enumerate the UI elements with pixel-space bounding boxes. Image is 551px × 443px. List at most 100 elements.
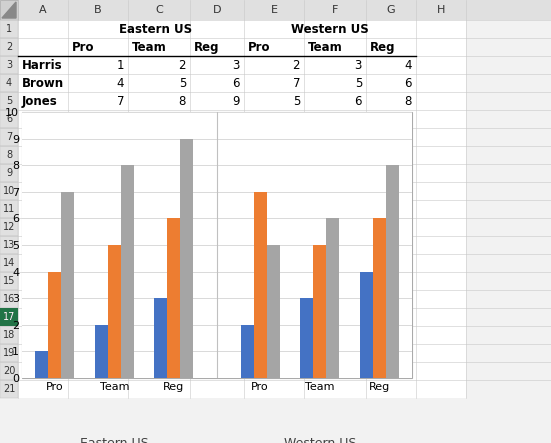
Text: 2: 2: [293, 58, 300, 71]
Text: 17: 17: [3, 312, 15, 322]
Bar: [0, 254, 18, 272]
Bar: [154, 298, 168, 378]
Text: 21: 21: [3, 384, 15, 394]
Text: H: H: [437, 5, 445, 15]
Text: Western US: Western US: [284, 436, 356, 443]
Text: B: B: [94, 5, 102, 15]
Text: 1: 1: [116, 58, 124, 71]
Text: 16: 16: [3, 294, 15, 304]
Bar: [300, 298, 313, 378]
Bar: [61, 192, 74, 378]
Text: Team: Team: [132, 40, 167, 54]
Text: 2: 2: [179, 58, 186, 71]
Text: 7: 7: [116, 94, 124, 108]
Text: 17: 17: [3, 312, 15, 322]
Bar: [0, 92, 18, 110]
Text: 10: 10: [3, 186, 15, 196]
Bar: [360, 272, 372, 378]
Text: 6: 6: [354, 94, 362, 108]
Bar: [253, 192, 267, 378]
Text: Team: Team: [308, 40, 343, 54]
Text: 6: 6: [233, 77, 240, 89]
Text: 6: 6: [6, 114, 12, 124]
Bar: [0, 74, 18, 92]
Text: 8: 8: [6, 150, 12, 160]
Text: 4: 4: [404, 58, 412, 71]
Text: Reg: Reg: [370, 40, 396, 54]
Bar: [0, 56, 18, 74]
Bar: [108, 245, 121, 378]
Bar: [0, 146, 18, 164]
Bar: [0, 20, 18, 38]
Text: 12: 12: [3, 222, 15, 232]
Bar: [0, 326, 18, 344]
Bar: [22, 112, 412, 378]
Bar: [0, 218, 18, 236]
Text: 19: 19: [3, 348, 15, 358]
Bar: [0, 200, 18, 218]
Bar: [313, 245, 326, 378]
Text: Brown: Brown: [22, 77, 64, 89]
Bar: [0, 182, 18, 200]
Bar: [0, 308, 18, 326]
Polygon shape: [2, 2, 16, 18]
Text: Eastern US: Eastern US: [80, 436, 149, 443]
Bar: [0, 308, 18, 326]
Text: 9: 9: [233, 94, 240, 108]
Text: 5: 5: [6, 96, 12, 106]
Bar: [18, 20, 466, 398]
Text: 3: 3: [233, 58, 240, 71]
Bar: [0, 0, 18, 20]
Text: E: E: [271, 5, 278, 15]
Text: 20: 20: [3, 366, 15, 376]
Text: Pro: Pro: [72, 40, 95, 54]
Bar: [35, 351, 48, 378]
Bar: [0, 128, 18, 146]
Text: 3: 3: [355, 58, 362, 71]
Bar: [0, 164, 18, 182]
Text: 18: 18: [3, 330, 15, 340]
Bar: [180, 139, 193, 378]
Text: F: F: [332, 5, 338, 15]
Text: Jones: Jones: [22, 94, 58, 108]
Text: 8: 8: [404, 94, 412, 108]
Text: Western US: Western US: [291, 23, 369, 35]
Text: 1: 1: [6, 24, 12, 34]
Text: Pro: Pro: [248, 40, 271, 54]
Text: 7: 7: [293, 77, 300, 89]
Bar: [267, 245, 280, 378]
Bar: [95, 325, 108, 378]
Text: C: C: [155, 5, 163, 15]
Bar: [0, 0, 551, 20]
Text: 8: 8: [179, 94, 186, 108]
Bar: [241, 325, 253, 378]
Text: 2: 2: [6, 42, 12, 52]
Text: 4: 4: [116, 77, 124, 89]
Text: 5: 5: [293, 94, 300, 108]
Text: 6: 6: [404, 77, 412, 89]
Bar: [168, 218, 180, 378]
Text: 9: 9: [6, 168, 12, 178]
Text: 15: 15: [3, 276, 15, 286]
Text: Eastern US: Eastern US: [120, 23, 192, 35]
Text: 11: 11: [3, 204, 15, 214]
Bar: [0, 272, 18, 290]
Bar: [0, 110, 18, 128]
Bar: [48, 272, 61, 378]
Text: G: G: [387, 5, 395, 15]
Bar: [0, 290, 18, 308]
Bar: [121, 165, 134, 378]
Bar: [386, 165, 399, 378]
Text: D: D: [213, 5, 222, 15]
Text: A: A: [39, 5, 47, 15]
Bar: [0, 38, 18, 56]
Text: 14: 14: [3, 258, 15, 268]
Bar: [0, 362, 18, 380]
Text: Reg: Reg: [194, 40, 219, 54]
Text: 4: 4: [6, 78, 12, 88]
Text: 3: 3: [6, 60, 12, 70]
Bar: [0, 344, 18, 362]
Text: 5: 5: [355, 77, 362, 89]
Text: 13: 13: [3, 240, 15, 250]
Bar: [372, 218, 386, 378]
